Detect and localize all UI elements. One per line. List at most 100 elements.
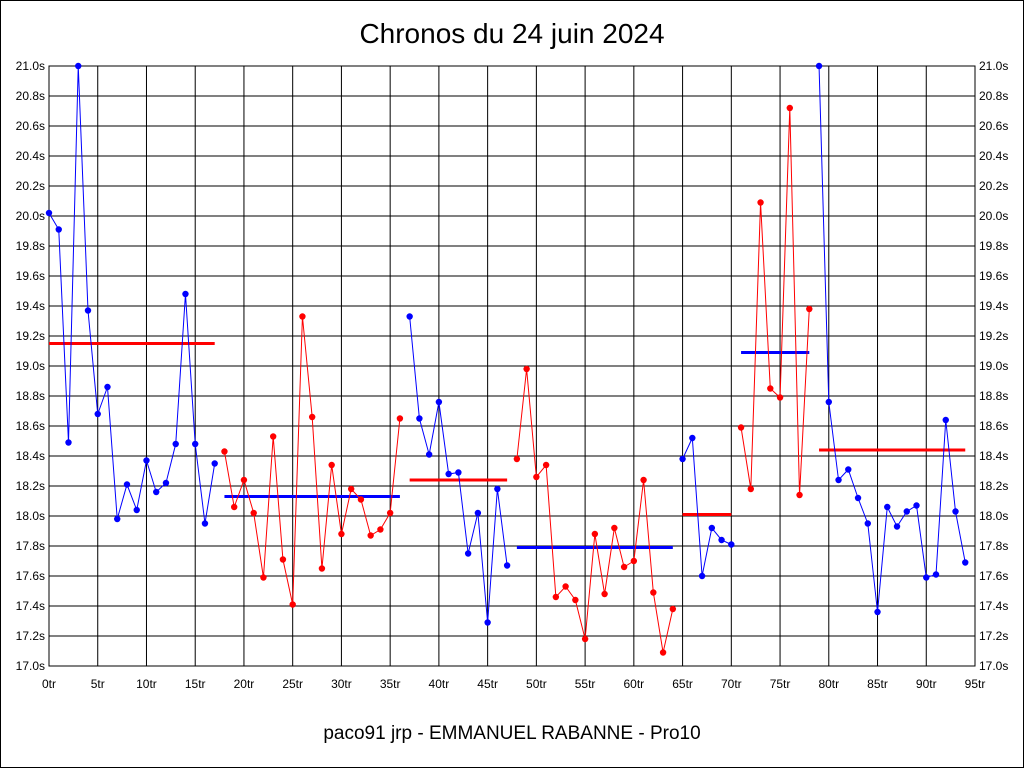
data-point <box>659 649 667 656</box>
data-point <box>211 460 218 467</box>
data-point <box>153 488 160 496</box>
data-point <box>552 593 560 601</box>
data-point <box>406 313 413 320</box>
x-tick-label: 50tr <box>526 677 547 691</box>
y-tick-label-right: 17.8s <box>979 539 1008 553</box>
data-point <box>367 532 374 539</box>
data-point <box>874 608 881 616</box>
data-point <box>932 571 940 578</box>
y-tick-label-left: 17.2s <box>16 629 45 643</box>
data-point <box>75 62 82 70</box>
y-tick-label-right: 18.6s <box>979 419 1008 433</box>
y-tick-label-right: 19.0s <box>979 359 1008 373</box>
x-tick-label: 40tr <box>429 677 450 691</box>
data-point <box>396 415 404 422</box>
y-tick-label-left: 19.2s <box>16 329 45 343</box>
y-tick-label-left: 17.6s <box>16 569 45 583</box>
x-tick-label: 15tr <box>185 677 206 691</box>
y-tick-label-right: 19.4s <box>979 299 1008 313</box>
y-tick-label-right: 17.6s <box>979 569 1008 583</box>
y-tick-label-left: 20.4s <box>16 149 45 163</box>
data-point <box>425 451 433 458</box>
y-tick-label-left: 17.8s <box>16 539 45 553</box>
y-tick-label-right: 20.8s <box>979 89 1008 103</box>
y-tick-label-left: 20.0s <box>16 209 45 223</box>
x-tick-label: 90tr <box>916 677 937 691</box>
data-point <box>864 520 871 527</box>
data-point <box>279 556 287 563</box>
y-tick-label-left: 18.8s <box>16 389 45 403</box>
data-point <box>728 541 735 548</box>
y-tick-label-right: 19.8s <box>979 239 1008 253</box>
series-line <box>682 437 732 577</box>
data-point <box>338 530 345 538</box>
data-point <box>786 104 793 112</box>
data-point <box>162 479 170 487</box>
x-tick-label: 0tr <box>42 677 56 691</box>
data-point <box>601 590 608 598</box>
y-tick-label-left: 21.0s <box>16 59 45 73</box>
x-tick-label: 70tr <box>721 677 742 691</box>
x-tick-label: 65tr <box>672 677 693 691</box>
data-point <box>572 596 579 604</box>
data-point <box>201 520 209 527</box>
data-point <box>835 476 842 484</box>
series-line <box>740 107 810 496</box>
data-point <box>445 470 452 478</box>
data-point <box>386 509 394 517</box>
data-point <box>513 455 521 463</box>
data-point <box>747 485 755 493</box>
y-tick-label-left: 19.6s <box>16 269 45 283</box>
data-point <box>377 526 384 533</box>
data-point <box>250 509 257 517</box>
series-line <box>223 316 401 605</box>
data-point <box>416 415 423 422</box>
data-point <box>240 476 248 484</box>
data-point <box>806 305 813 313</box>
data-point <box>455 469 462 476</box>
data-point <box>143 457 150 464</box>
data-point <box>757 199 764 206</box>
data-point <box>172 440 179 448</box>
data-point <box>347 485 355 493</box>
data-point <box>640 476 647 484</box>
y-tick-label-left: 18.2s <box>16 479 45 493</box>
x-tick-label: 10tr <box>136 677 157 691</box>
y-tick-label-right: 20.2s <box>979 179 1008 193</box>
x-tick-label: 45tr <box>477 677 498 691</box>
data-point <box>767 385 774 392</box>
data-point <box>484 619 491 626</box>
data-point <box>854 494 862 502</box>
data-point <box>591 530 599 538</box>
data-point <box>893 523 901 530</box>
data-point <box>611 524 618 532</box>
data-point <box>581 635 589 643</box>
data-point <box>299 313 306 320</box>
y-tick-label-right: 18.8s <box>979 389 1008 403</box>
data-point <box>903 508 910 515</box>
y-tick-label-left: 19.4s <box>16 299 45 313</box>
y-tick-label-left: 18.4s <box>16 449 45 463</box>
y-tick-label-left: 20.6s <box>16 119 45 133</box>
data-point <box>55 226 62 233</box>
data-point <box>318 565 326 572</box>
chart-title: Chronos du 24 juin 2024 <box>359 18 665 49</box>
data-point <box>952 508 959 515</box>
y-tick-label-left: 20.2s <box>16 179 45 193</box>
data-point <box>84 307 92 314</box>
y-tick-label-left: 18.0s <box>16 509 45 523</box>
x-tick-label: 30tr <box>331 677 352 691</box>
data-point <box>182 290 189 298</box>
data-point <box>825 398 832 406</box>
data-point <box>737 424 745 431</box>
data-point <box>630 557 638 565</box>
data-point <box>503 562 511 569</box>
data-point <box>776 394 784 401</box>
data-point <box>104 383 111 391</box>
data-point <box>669 605 677 613</box>
x-tick-label: 55tr <box>575 677 596 691</box>
data-point <box>708 524 716 532</box>
series-line <box>48 65 216 524</box>
data-point <box>923 574 930 581</box>
y-tick-label-right: 20.0s <box>979 209 1008 223</box>
